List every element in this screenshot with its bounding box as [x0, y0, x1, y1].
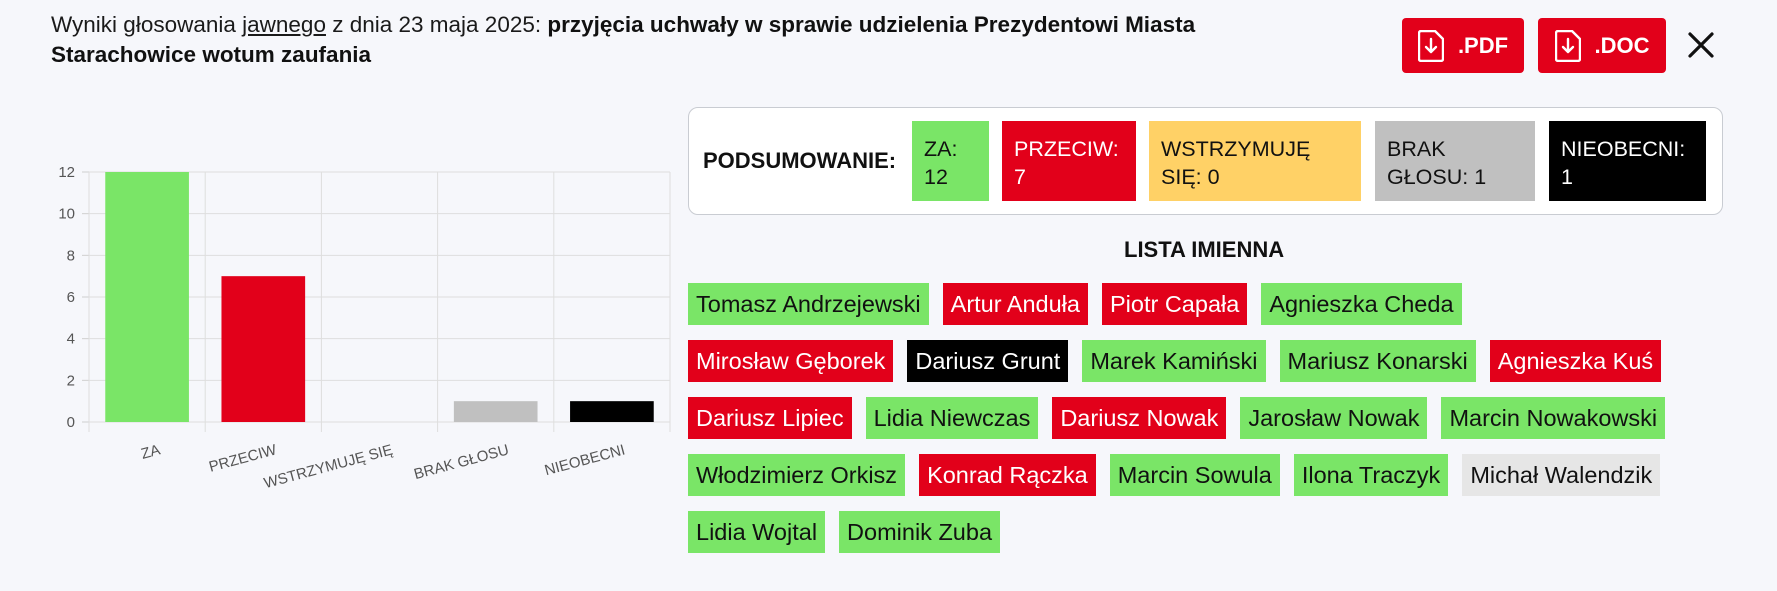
stat-brak: BRAK GŁOSU: 1	[1375, 121, 1535, 201]
vote-bar-chart: 0 2 4 6 8 10 12 ZA PRZECIW WSTRZYMUJĘ SIĘ BRAK GŁO…	[40, 150, 680, 500]
x-tick-label: ZA	[139, 441, 162, 462]
councillor-chip: Marcin Nowakowski	[1441, 397, 1666, 439]
stat-wstrzymuje: WSTRZYMUJĘ SIĘ: 0	[1149, 121, 1361, 201]
councillor-chip: Marek Kamiński	[1082, 340, 1266, 382]
bar-4	[453, 401, 538, 422]
vote-type: jawnego	[242, 12, 326, 37]
names-row: Włodzimierz Orkisz Konrad Rączka Marcin So…	[688, 454, 1728, 496]
bar-2	[221, 276, 306, 422]
y-tick-label: 12	[58, 164, 75, 181]
stat-przeciw-label: PRZECIW:	[1014, 137, 1119, 161]
councillor-chip: Jarosław Nowak	[1240, 397, 1428, 439]
x-tick-label: NIEOBECNI	[543, 441, 627, 479]
summary-label: PODSUMOWANIE:	[703, 148, 897, 173]
file-download-icon	[1417, 29, 1444, 62]
stat-za: ZA: 12	[912, 121, 989, 201]
councillor-list: Tomasz Andrzejewski Artur Anduła Piotr Cap…	[688, 283, 1728, 568]
stat-za-label: ZA:	[924, 137, 958, 161]
pdf-label: .PDF	[1457, 32, 1509, 58]
councillor-chip: Dominik Zuba	[839, 511, 1001, 553]
x-tick-label: WSTRZYMUJĘ SIĘ	[262, 441, 394, 492]
names-row: Dariusz Lipiec Lidia Niewczas Dariusz Nowa…	[688, 397, 1728, 439]
councillor-chip: Dariusz Nowak	[1052, 397, 1227, 439]
stat-przeciw: PRZECIW: 7	[1002, 121, 1136, 201]
stat-przeciw-value: 7	[1014, 165, 1026, 189]
y-tick-label: 8	[67, 247, 75, 264]
stat-brak-label: BRAK GŁOSU:	[1387, 137, 1469, 189]
stat-wstrzymuje-label: WSTRZYMUJĘ SIĘ:	[1161, 137, 1311, 189]
y-tick-label: 10	[58, 206, 75, 223]
y-tick-label: 4	[67, 331, 75, 348]
councillor-chip: Lidia Wojtal	[688, 511, 826, 553]
file-download-icon	[1554, 29, 1581, 62]
names-row: Lidia Wojtal Dominik Zuba	[688, 511, 1728, 553]
councillor-chip: Agnieszka Kuś	[1489, 340, 1662, 382]
stat-za-value: 12	[924, 165, 948, 189]
title-date: z dnia 23 maja 2025:	[325, 12, 548, 37]
x-tick-label: PRZECIW	[207, 441, 279, 476]
councillor-chip: Agnieszka Cheda	[1261, 283, 1462, 325]
councillor-chip: Mirosław Gęborek	[688, 340, 894, 382]
councillor-chip: Lidia Niewczas	[865, 397, 1039, 439]
councillor-chip: Marcin Sowula	[1109, 454, 1280, 496]
doc-label: .DOC	[1594, 32, 1650, 58]
stat-nieobecni-label: NIEOBECNI:	[1561, 137, 1686, 161]
page-title: Wyniki głosowania jawnego z dnia 23 maja…	[51, 10, 1321, 70]
summary-panel: PODSUMOWANIE: ZA: 12 PRZECIW: 7 WSTRZYMU…	[688, 107, 1723, 215]
list-title: LISTA IMIENNA	[1124, 237, 1285, 262]
download-pdf-button[interactable]: .PDF	[1402, 18, 1524, 73]
title-subject: przyjęcia uchwały w sprawie udzielenia P…	[51, 12, 1196, 67]
bar-5	[570, 401, 654, 422]
stat-wstrzymuje-value: 0	[1207, 165, 1220, 189]
close-icon[interactable]	[1680, 24, 1722, 66]
councillor-chip: Artur Anduła	[942, 283, 1088, 325]
names-row: Mirosław Gęborek Dariusz Grunt Marek Kamiń…	[688, 340, 1728, 382]
councillor-chip: Włodzimierz Orkisz	[688, 454, 906, 496]
y-tick-label: 0	[67, 414, 75, 431]
councillor-chip: Dariusz Lipiec	[688, 397, 852, 439]
councillor-chip: Mariusz Konarski	[1279, 340, 1476, 382]
councillor-chip: Piotr Capała	[1101, 283, 1248, 325]
x-tick-label: BRAK GŁOSU	[412, 441, 511, 483]
councillor-chip: Tomasz Andrzejewski	[688, 283, 929, 325]
y-tick-label: 6	[67, 289, 75, 306]
y-tick-label: 2	[67, 372, 75, 389]
stat-nieobecni-value: 1	[1561, 165, 1573, 189]
download-doc-button[interactable]: .DOC	[1538, 18, 1666, 73]
councillor-chip: Michał Walendzik	[1462, 454, 1661, 496]
stat-nieobecni: NIEOBECNI: 1	[1549, 121, 1706, 201]
councillor-chip: Dariusz Grunt	[907, 340, 1069, 382]
names-row: Tomasz Andrzejewski Artur Anduła Piotr Cap…	[688, 283, 1728, 325]
councillor-chip: Konrad Rączka	[919, 454, 1096, 496]
stat-brak-value: 1	[1474, 165, 1487, 189]
title-prefix: Wyniki głosowania	[51, 12, 243, 37]
bar-1	[105, 172, 189, 422]
councillor-chip: Ilona Traczyk	[1293, 454, 1449, 496]
